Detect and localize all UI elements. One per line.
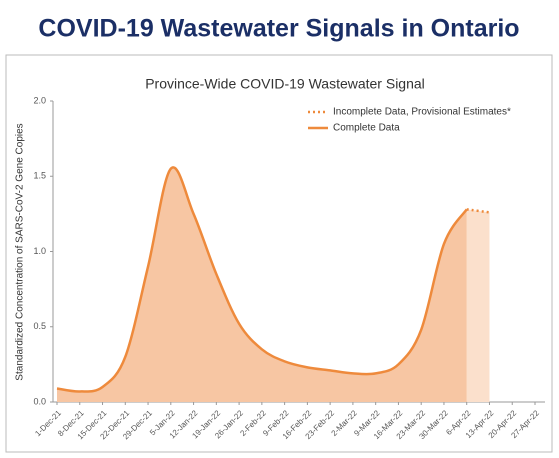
chart-title: Province-Wide COVID-19 Wastewater Signal [145, 76, 425, 92]
area [57, 167, 467, 402]
y-axis-label: Standardized Concentration of SARS-CoV-2… [15, 123, 26, 380]
area [466, 209, 490, 402]
y-tick-label: 1.0 [33, 246, 46, 256]
line [56, 166, 468, 393]
legend-label: Complete Data [333, 123, 400, 134]
line [466, 208, 490, 214]
y-tick-label: 2.0 [33, 95, 46, 105]
legend-label: Incomplete Data, Provisional Estimates* [333, 107, 511, 118]
y-tick-label: 1.5 [33, 171, 46, 181]
y-tick-label: 0.5 [33, 321, 46, 331]
page-title: COVID-19 Wastewater Signals in Ontario [38, 15, 519, 43]
chart-frame [5, 54, 553, 453]
y-tick-label: 0.0 [33, 396, 46, 406]
